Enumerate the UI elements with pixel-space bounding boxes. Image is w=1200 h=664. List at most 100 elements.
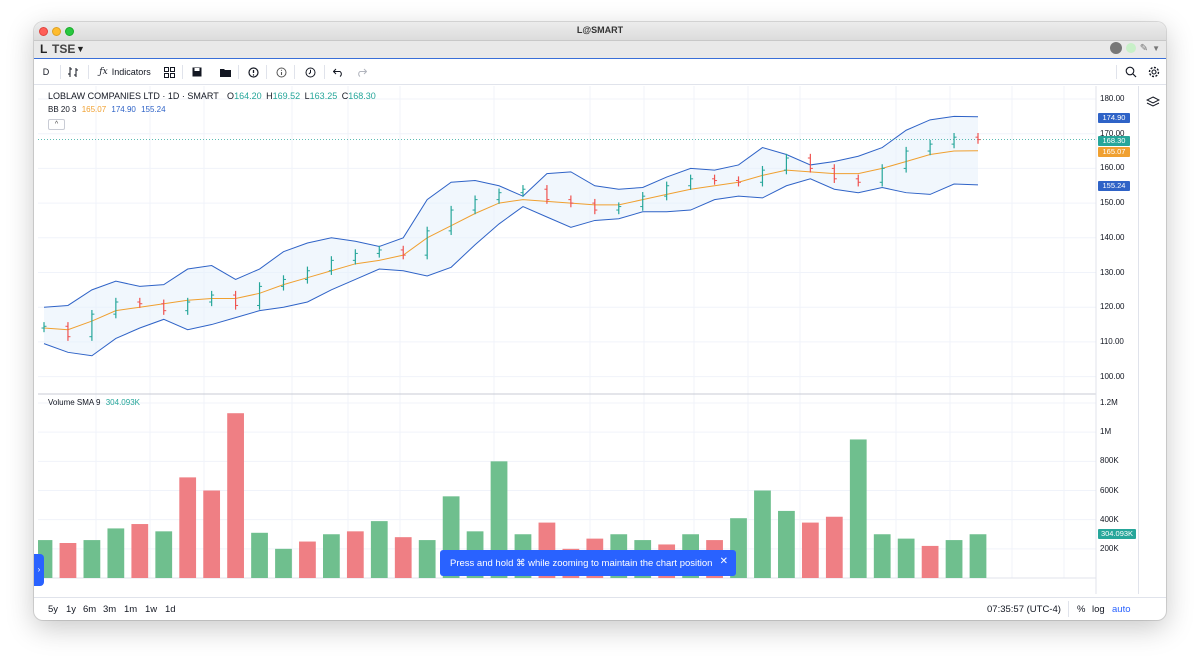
toast-message: Press and hold ⌘ while zooming to mainta… [450, 558, 713, 569]
volume-bar [179, 477, 197, 578]
volume-bar [418, 540, 436, 578]
bb-legend[interactable]: BB 20 3 165.07 174.90 155.24 [48, 105, 166, 114]
window-title: L@SMART [576, 25, 624, 35]
volume-tick-label: 200K [1100, 543, 1119, 553]
zoom-window-button[interactable] [65, 27, 74, 36]
range-6m[interactable]: 6m [83, 604, 97, 615]
undo-icon[interactable] [331, 64, 345, 80]
pin-icon[interactable]: ✎ [1139, 42, 1149, 54]
close-window-button[interactable] [39, 27, 48, 36]
bb-upper-line [43, 115, 979, 308]
interval-button[interactable]: D [42, 67, 50, 77]
legend-title: LOBLAW COMPANIES LTD · 1D · SMART [48, 91, 219, 101]
range-1m[interactable]: 1m [124, 604, 138, 615]
divider [238, 65, 239, 79]
alert-icon[interactable] [246, 64, 260, 80]
expand-panel-button[interactable]: › [34, 554, 44, 586]
log-scale-button[interactable]: log [1092, 604, 1105, 615]
volume-sma-value: 304.093K [105, 398, 140, 407]
layers-icon[interactable] [1145, 96, 1161, 114]
volume-label: Volume SMA 9 [48, 398, 101, 407]
range-1d[interactable]: 1d [165, 604, 176, 615]
volume-bar [490, 461, 508, 578]
volume-tick-label: 600K [1100, 485, 1119, 495]
status-dot-icon [1125, 43, 1136, 53]
zoom-search-icon[interactable] [1124, 64, 1138, 80]
volume-legend[interactable]: Volume SMA 9 304.093K [48, 398, 140, 407]
symbol-ticker[interactable]: L [40, 42, 48, 56]
price-tick-label: 180.00 [1100, 94, 1125, 103]
chart-legend: LOBLAW COMPANIES LTD · 1D · SMART O164.2… [48, 91, 376, 101]
bottom-bar: 5y 1y 6m 3m 1m 1w 1d 07:35:57 (UTC-4) % … [34, 597, 1166, 620]
volume-bar [107, 528, 125, 578]
volume-bar [825, 516, 843, 578]
legend-high-value: 169.52 [272, 91, 301, 101]
volume-bar [323, 534, 340, 578]
divider [182, 65, 183, 79]
bb-basis-line [43, 150, 979, 331]
price-tick-label: 160.00 [1100, 163, 1125, 173]
function-icon: ƒx [99, 67, 108, 77]
info-icon[interactable] [274, 64, 288, 80]
clock[interactable]: 07:35:57 (UTC-4) [987, 604, 1061, 615]
volume-bar [227, 413, 244, 578]
bb-lower-badge: 155.24 [1098, 181, 1130, 191]
indicators-button[interactable]: ƒx Indicators [94, 64, 156, 80]
volume-bar [873, 534, 891, 578]
volume-bar [370, 521, 388, 578]
bb-lower-value: 155.24 [141, 105, 166, 114]
chart-canvas[interactable] [35, 86, 1106, 594]
chevron-down-icon[interactable]: ▼ [76, 44, 85, 54]
templates-icon[interactable] [162, 64, 176, 80]
range-5y[interactable]: 5y [48, 604, 59, 615]
legend-close-value: 168.30 [348, 91, 376, 101]
legend-close-label: C [341, 91, 349, 101]
price-tick-label: 110.00 [1100, 336, 1124, 346]
symbol-bar-actions: ✎ ▼ [1109, 42, 1160, 54]
range-1w[interactable]: 1w [145, 604, 158, 615]
folder-icon[interactable] [218, 64, 232, 80]
divider [324, 65, 325, 79]
auto-scale-button[interactable]: auto [1112, 604, 1131, 615]
volume-bar [155, 531, 173, 578]
range-1y[interactable]: 1y [66, 604, 77, 615]
volume-tick-label: 1M [1100, 427, 1112, 437]
volume-bar [83, 540, 101, 578]
close-icon[interactable]: ✕ [719, 556, 728, 567]
range-3m[interactable]: 3m [103, 604, 117, 615]
legend-open-label: O [227, 91, 235, 101]
volume-bar [969, 534, 987, 578]
right-sidebar [1138, 86, 1166, 594]
price-tick-label: 170.00 [1100, 128, 1125, 138]
volume-bar [754, 490, 771, 578]
legend-open-value: 164.20 [234, 91, 262, 101]
bb-basis-badge: 165.07 [1098, 147, 1130, 157]
price-tick-label: 100.00 [1100, 371, 1125, 381]
title-bar: L@SMART [34, 22, 1166, 41]
volume-bar [849, 439, 867, 578]
bb-upper-value: 174.90 [111, 105, 136, 114]
price-tick-label: 130.00 [1100, 267, 1125, 277]
save-icon[interactable] [190, 64, 204, 80]
volume-tick-label: 800K [1100, 456, 1119, 466]
chart-area[interactable]: LOBLAW COMPANIES LTD · 1D · SMART O164.2… [35, 86, 1136, 594]
divider [1116, 65, 1117, 79]
volume-bar [346, 531, 364, 578]
volume-bar [203, 490, 221, 578]
collapse-legend-button[interactable]: ^ [48, 119, 65, 130]
percent-scale-button[interactable]: % [1077, 604, 1086, 615]
chat-icon[interactable] [1109, 42, 1122, 54]
replay-icon[interactable] [303, 64, 317, 80]
chevron-down-icon[interactable]: ▼ [1152, 43, 1160, 53]
minimize-window-button[interactable] [52, 27, 61, 36]
volume-bar [945, 540, 963, 578]
gear-icon[interactable] [1147, 64, 1161, 80]
volume-tick-label: 1.2M [1100, 398, 1118, 407]
symbol-exchange[interactable]: TSE [52, 42, 76, 56]
bb-band-fill [44, 116, 978, 356]
chart-type-icon[interactable] [66, 64, 80, 80]
price-tick-label: 120.00 [1100, 302, 1125, 312]
divider [1068, 601, 1069, 617]
redo-icon[interactable] [354, 64, 368, 80]
bb-label: BB 20 3 [48, 105, 77, 114]
